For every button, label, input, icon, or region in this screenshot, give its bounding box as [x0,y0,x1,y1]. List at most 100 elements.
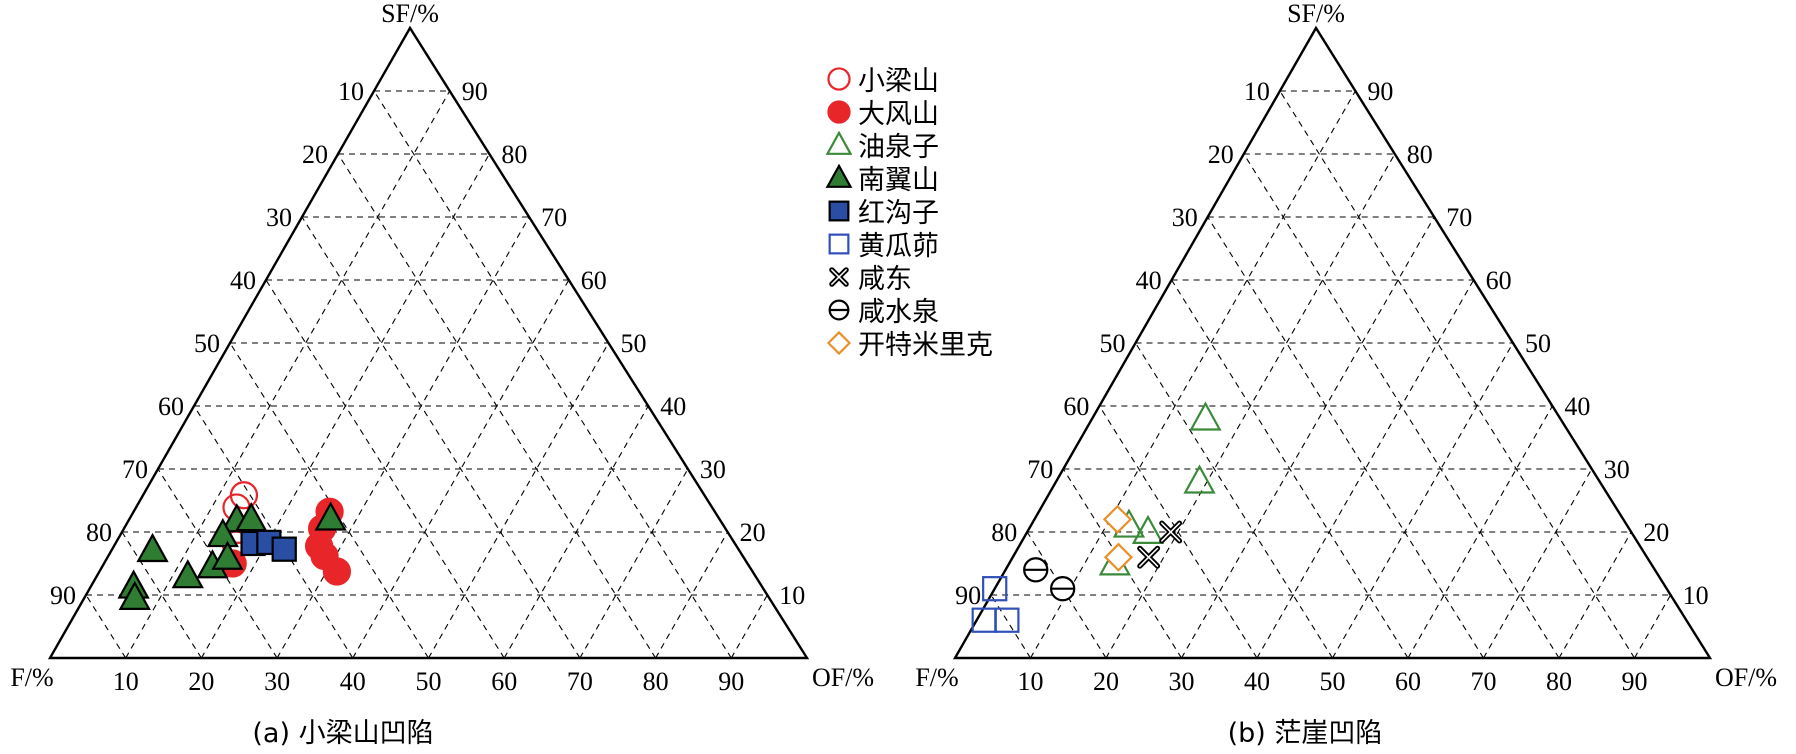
tick-label-bottom: 90 [718,667,744,696]
grid-line [655,531,729,659]
grid-line [990,594,1031,659]
vertex-right-label-a: OF/% [812,663,874,692]
legend-marker-xsq [828,299,850,320]
frame-b [952,25,1713,660]
grid-line [1558,531,1632,659]
data-point-ktmlk [1102,504,1133,534]
grid-line [85,594,127,659]
legend-item-xls: 小梁山 [822,62,993,97]
tick-label-bottom: 20 [188,667,214,696]
vertex-top-label-b: SF/% [1287,0,1345,28]
tick-label-left: 80 [991,518,1017,547]
tick-label-right: 50 [1525,329,1551,358]
tick-label-left: 60 [158,392,184,421]
data-point-hgz [271,536,297,562]
tick-label-left: 10 [338,77,364,106]
tick-label-bottom: 40 [1244,667,1270,696]
data-point-xsq [1050,576,1076,602]
points-a [117,481,352,610]
tick-label-right: 40 [1564,392,1590,421]
tick-label-bottom: 80 [643,667,669,696]
legend-label-ktmlk: 开特米里克 [858,330,993,361]
grid-line [1279,90,1635,659]
tick-label-right: 80 [1407,140,1433,169]
grid-line [1634,594,1672,659]
data-point-nys [206,517,239,548]
tick-label-left: 40 [230,266,256,295]
data-point-ktmlk [1103,542,1134,572]
tick-label-right: 30 [1604,455,1630,484]
tick-label-bottom: 50 [1320,667,1346,696]
legend-item-ktmlk: 开特米里克 [822,326,993,361]
data-point-xd [1137,545,1161,569]
tick-label-bottom: 30 [264,667,290,696]
grid-line [265,279,505,659]
data-point-yqz [1131,514,1165,544]
grid-b [990,90,1672,659]
grid-line [276,216,530,659]
grid-line [730,594,768,659]
points-b [971,401,1222,633]
tick-label-left: 50 [194,329,220,358]
legend-marker-xls [827,66,851,91]
legend-label-hgq: 黄瓜茆 [858,231,939,262]
tick-label-bottom: 60 [1395,667,1421,696]
data-point-xsq [1023,557,1049,583]
legend-marker-dfs [827,99,851,124]
legend-item-nys: 南翼山 [822,161,993,196]
tick-label-right: 80 [501,140,527,169]
tick-label-left: 30 [1172,203,1198,232]
tick-label-right: 60 [1486,266,1512,295]
triangle-frame [47,25,810,660]
data-point-nys [314,501,347,531]
tick-label-bottom: 90 [1622,667,1648,696]
legend-item-yqz: 油泉子 [822,128,993,163]
grid-line [373,90,732,659]
data-point-dfs [322,557,352,586]
grid-line [229,342,429,659]
tick-label-right: 70 [1446,203,1472,232]
tick-label-bottom: 80 [1546,667,1572,696]
tick-label-right: 30 [700,455,726,484]
legend-label-xd: 咸东 [858,264,912,295]
frame-a [47,25,810,660]
legend-label-xsq: 咸水泉 [858,297,939,328]
grid-line [1407,405,1553,659]
tick-label-left: 70 [1027,455,1053,484]
legend-marker-nys [825,163,853,188]
data-point-yqz [1183,464,1216,494]
data-point-nys [211,540,244,570]
legend-label-nys: 南翼山 [858,165,939,196]
tick-label-left: 20 [302,140,328,169]
data-point-xd [1159,520,1183,544]
vertex-left-label-b: F/% [915,663,958,692]
tick-label-right: 70 [541,203,567,232]
vertex-left-label-a: F/% [10,663,53,692]
tick-label-left: 90 [50,581,76,610]
tick-label-right: 90 [462,77,488,106]
tick-label-right: 60 [581,266,607,295]
tick-label-left: 90 [955,581,981,610]
legend-marker-ktmlk [826,330,852,355]
grid-line [1030,90,1356,659]
grid-line [1026,531,1107,659]
grid-line [428,342,609,659]
tick-label-left: 40 [1136,266,1162,295]
grid-line [1098,405,1258,659]
legend-item-xsq: 咸水泉 [822,293,993,328]
vertex-right-label-b: OF/% [1715,663,1777,692]
tick-label-right: 10 [1683,581,1709,610]
grid-line [579,468,689,659]
grid-line [1135,342,1333,659]
grid-line [301,216,581,659]
tick-label-bottom: 10 [113,667,139,696]
tick-label-left: 30 [266,203,292,232]
data-point-nys [136,532,169,563]
tick-label-left: 60 [1063,392,1089,421]
tick-label-bottom: 30 [1169,667,1195,696]
tick-label-bottom: 20 [1093,667,1119,696]
data-point-nys [118,580,151,610]
tick-label-left: 70 [122,455,148,484]
legend-item-xd: 咸东 [822,260,993,295]
grid-line [1483,468,1593,659]
